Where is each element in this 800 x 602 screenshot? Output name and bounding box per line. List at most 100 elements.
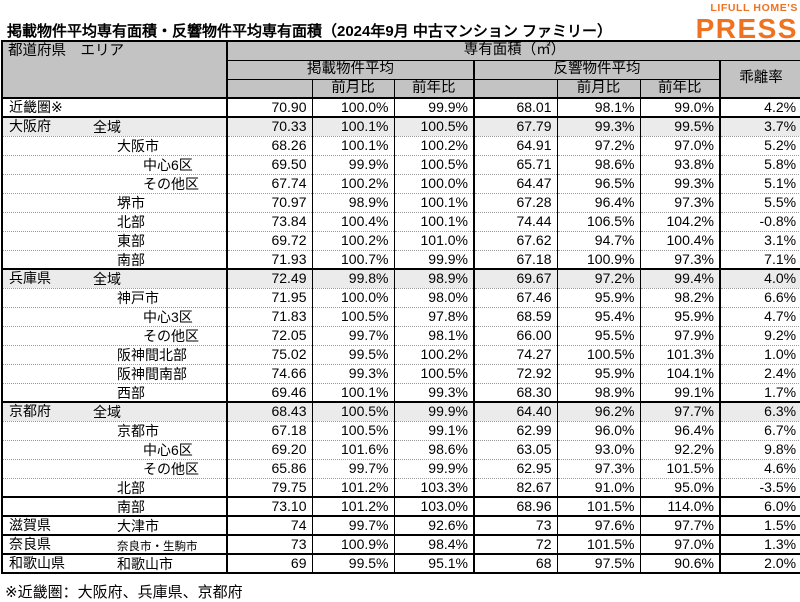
- divergence-cell: 1.5%: [718, 515, 800, 536]
- listed-avg-cell: 71.83: [226, 306, 313, 327]
- inquiry-yoy-cell: 95.9%: [639, 306, 721, 327]
- listed-avg-cell: 71.95: [226, 287, 313, 308]
- listed-avg-cell: 74: [226, 515, 313, 536]
- table-body: 近畿圏※ 70.90 100.0% 99.9% 68.01 98.1% 99.0% 4.2% 大…: [1, 97, 800, 574]
- listed-avg-cell: 79.75: [226, 477, 313, 498]
- inquiry-avg-cell: 65.71: [473, 154, 558, 175]
- listed-avg-cell: 73: [226, 534, 313, 555]
- table-row: 滋賀県 大津市 74 99.7% 92.6% 73 97.6% 97.7% 1.5%: [1, 515, 800, 536]
- inquiry-mom-cell: 97.2%: [556, 268, 641, 289]
- row-label: 近畿圏※: [1, 97, 228, 118]
- inquiry-yoy-cell: 97.0%: [639, 534, 721, 555]
- inquiry-avg-cell: 62.99: [473, 420, 558, 441]
- row-label: 京都府 全域: [1, 401, 228, 422]
- inquiry-mom-cell: 97.5%: [556, 553, 641, 574]
- listed-yoy-cell: 100.2%: [393, 344, 475, 365]
- divergence-cell: 5.1%: [718, 173, 800, 194]
- area-label: 南部: [117, 251, 145, 268]
- inquiry-avg-cell: 72.92: [473, 363, 558, 384]
- inquiry-yoy-cell: 99.0%: [639, 97, 721, 118]
- listed-avg-cell: 67.18: [226, 420, 313, 441]
- inquiry-avg-cell: 74.27: [473, 344, 558, 365]
- listed-mom-cell: 100.4%: [311, 211, 395, 232]
- listed-avg-cell: 69: [226, 553, 313, 574]
- listed-mom-cell: 100.2%: [311, 230, 395, 251]
- area-label: 西部: [117, 384, 145, 401]
- inquiry-avg-cell: 68.96: [473, 496, 558, 517]
- row-label: その他区: [1, 458, 228, 479]
- area-label: 全域: [93, 271, 121, 287]
- row-label: 神戸市: [1, 287, 228, 308]
- listed-mom-cell: 100.9%: [311, 534, 395, 555]
- footnote: ※近畿圏：大阪府、兵庫県、京都府: [5, 584, 243, 601]
- inquiry-avg-cell: 64.47: [473, 173, 558, 194]
- inquiry-avg-cell: 62.95: [473, 458, 558, 479]
- area-label: 東部: [117, 232, 145, 249]
- table-row: 南部 73.10 101.2% 103.0% 68.96 101.5% 114.0% 6.0%: [1, 496, 800, 517]
- inquiry-mom-cell: 94.7%: [556, 230, 641, 251]
- inquiry-mom-cell: 97.3%: [556, 458, 641, 479]
- table-row: 西部 69.46 100.1% 99.3% 68.30 98.9% 99.1% 1.7%: [1, 382, 800, 403]
- listed-avg-cell: 70.33: [226, 116, 313, 137]
- listed-mom-cell: 101.2%: [311, 496, 395, 517]
- inquiry-avg-cell: 67.18: [473, 249, 558, 270]
- row-label: 南部: [1, 496, 228, 517]
- divergence-cell: 4.7%: [718, 306, 800, 327]
- inquiry-mom-cell: 91.0%: [556, 477, 641, 498]
- listed-avg-cell: 69.72: [226, 230, 313, 251]
- row-label: 西部: [1, 382, 228, 403]
- inquiry-yoy-cell: 90.6%: [639, 553, 721, 574]
- divergence-cell: 5.5%: [718, 192, 800, 213]
- inquiry-yoy-cell: 100.4%: [639, 230, 721, 251]
- header-listed-yoy: 前年比: [393, 78, 475, 99]
- listed-mom-cell: 99.7%: [311, 515, 395, 536]
- listed-avg-cell: 73.84: [226, 211, 313, 232]
- listed-mom-cell: 101.2%: [311, 477, 395, 498]
- inquiry-mom-cell: 100.9%: [556, 249, 641, 270]
- listed-mom-cell: 100.5%: [311, 401, 395, 422]
- table-row: その他区 67.74 100.2% 100.0% 64.47 96.5% 99.3% 5.1%: [1, 173, 800, 194]
- table-row: 阪神間南部 74.66 99.3% 100.5% 72.92 95.9% 104.1% 2.4…: [1, 363, 800, 384]
- listed-yoy-cell: 100.5%: [393, 154, 475, 175]
- inquiry-yoy-cell: 99.5%: [639, 116, 721, 137]
- area-label: 京都市: [117, 422, 159, 439]
- inquiry-yoy-cell: 99.4%: [639, 268, 721, 289]
- listed-mom-cell: 98.9%: [311, 192, 395, 213]
- listed-avg-cell: 65.86: [226, 458, 313, 479]
- listed-avg-cell: 70.90: [226, 97, 313, 118]
- header-divergence: 乖離率: [718, 59, 800, 99]
- inquiry-avg-cell: 63.05: [473, 439, 558, 460]
- header-inquiry-value-spacer: [473, 78, 558, 99]
- inquiry-mom-cell: 95.9%: [556, 363, 641, 384]
- listed-mom-cell: 100.5%: [311, 306, 395, 327]
- brand-logo: LIFULL HOME'S PRESS: [696, 3, 798, 43]
- row-label: 中心3区: [1, 306, 228, 327]
- logo-press: PRESS: [695, 12, 798, 44]
- divergence-cell: 5.8%: [718, 154, 800, 175]
- prefecture-label: 兵庫県: [9, 270, 51, 287]
- divergence-cell: 6.7%: [718, 420, 800, 441]
- inquiry-avg-cell: 73: [473, 515, 558, 536]
- inquiry-avg-cell: 67.79: [473, 116, 558, 137]
- logo-lifull-homes: LIFULL HOME'S: [710, 2, 798, 14]
- table-header: 都道府県 エリア 専有面積（㎡） 掲載物件平均 反響物件平均 乖離率 前月比 前…: [1, 40, 800, 99]
- header-inquiry-avg: 反響物件平均: [473, 59, 721, 80]
- header-listed-value-spacer: [226, 78, 313, 99]
- area-label: 阪神間南部: [117, 365, 187, 382]
- listed-yoy-cell: 99.3%: [393, 382, 475, 403]
- listed-yoy-cell: 99.9%: [393, 401, 475, 422]
- inquiry-avg-cell: 82.67: [473, 477, 558, 498]
- listed-avg-cell: 68.26: [226, 135, 313, 156]
- listed-mom-cell: 100.1%: [311, 116, 395, 137]
- listed-yoy-cell: 100.2%: [393, 135, 475, 156]
- header-listed-avg: 掲載物件平均: [226, 59, 475, 80]
- row-label: 北部: [1, 477, 228, 498]
- divergence-cell: 9.2%: [718, 325, 800, 346]
- divergence-cell: 4.0%: [718, 268, 800, 289]
- area-label: 神戸市: [117, 289, 159, 306]
- listed-yoy-cell: 101.0%: [393, 230, 475, 251]
- page-title: 掲載物件平均専有面積・反響物件平均専有面積（2024年9月 中古マンション ファ…: [7, 23, 613, 40]
- listed-mom-cell: 101.6%: [311, 439, 395, 460]
- area-label: 阪神間北部: [117, 346, 187, 363]
